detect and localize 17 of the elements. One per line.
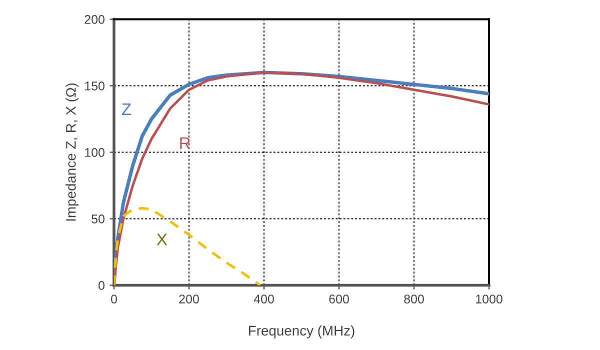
x-tick-label: 800 (404, 294, 424, 304)
y-tick-label: 100 (85, 148, 104, 157)
x-tick-label: 600 (329, 294, 349, 304)
x-tick-label: 0 (111, 294, 117, 304)
y-axis-title: Impedance Z, R, X (Ω) (66, 83, 79, 221)
y-tick-label: 50 (92, 214, 104, 224)
y-tick-label: 0 (98, 281, 104, 290)
x-tick-label: 400 (254, 294, 274, 304)
x-tick-label: 200 (179, 294, 199, 304)
series-label: Z (122, 104, 132, 115)
x-axis-title: Frequency (MHz) (249, 325, 354, 338)
series-label: X (156, 234, 168, 246)
y-tick-label: 150 (85, 82, 104, 90)
series-label: R (180, 137, 190, 149)
y-tick-label: 200 (84, 15, 104, 24)
x-tick-label: 1000 (476, 294, 502, 304)
line-series (114, 206, 262, 286)
